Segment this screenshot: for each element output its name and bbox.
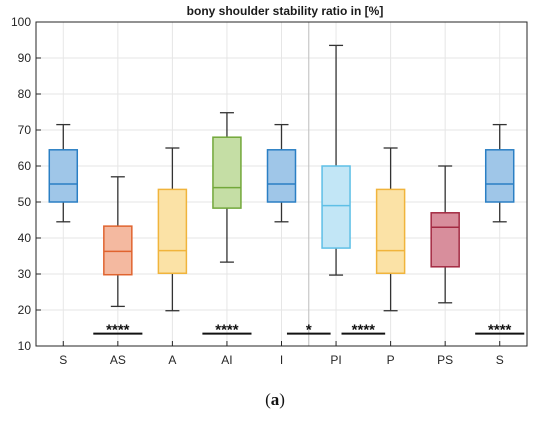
y-tick-label: 60 <box>18 159 32 173</box>
significance-label: **** <box>106 322 130 339</box>
box-ai <box>212 112 242 263</box>
chart-title: bony shoulder stability ratio in [%] <box>187 4 384 18</box>
box-iqr <box>484 149 515 203</box>
x-tick-label: S <box>496 353 504 367</box>
box-iqr <box>430 212 460 268</box>
x-tick-label: PS <box>437 353 453 367</box>
significance-marker: **** <box>475 322 525 339</box>
caption-letter: a <box>270 390 280 409</box>
box-p <box>375 147 406 312</box>
significance-marker: * <box>286 322 331 339</box>
x-tick-label: AI <box>221 353 232 367</box>
significance-marker: **** <box>341 322 386 339</box>
box-iqr <box>48 149 79 203</box>
significance-label: * <box>306 322 312 339</box>
caption-close: ) <box>279 390 285 409</box>
box-iqr <box>157 188 188 275</box>
x-tick-label: P <box>387 353 395 367</box>
significance-label: **** <box>488 322 512 339</box>
x-tick-label: A <box>168 353 176 367</box>
box-pi <box>321 44 351 276</box>
box-iqr <box>266 149 297 203</box>
box-as <box>103 176 133 308</box>
y-tick-label: 30 <box>18 267 32 281</box>
y-axis-ticks: 10 20 30 40 50 60 70 80 90 100 <box>11 15 41 353</box>
y-tick-label: 70 <box>18 123 32 137</box>
significance-marker: **** <box>202 322 252 339</box>
x-axis-ticks: S AS A AI I PI P PS S <box>59 341 504 367</box>
y-tick-label: 90 <box>18 51 32 65</box>
y-tick-label: 50 <box>18 195 32 209</box>
significance-label: **** <box>215 322 239 339</box>
box-i <box>266 123 297 223</box>
box-s <box>48 123 79 223</box>
box-iqr <box>103 225 133 276</box>
significance-markers: **** **** * **** **** <box>93 322 525 339</box>
y-tick-label: 100 <box>11 15 31 29</box>
x-tick-label: AS <box>110 353 126 367</box>
y-tick-label: 80 <box>18 87 32 101</box>
box-ps <box>430 165 460 304</box>
significance-label: **** <box>352 322 376 339</box>
figure-caption: (a) <box>0 390 550 410</box>
significance-marker: **** <box>93 322 143 339</box>
y-tick-label: 20 <box>18 303 32 317</box>
box-iqr <box>375 188 406 275</box>
y-tick-label: 40 <box>18 231 32 245</box>
box-s <box>484 123 515 223</box>
box-iqr <box>212 136 242 209</box>
caption-open: ( <box>265 390 271 409</box>
x-tick-label: S <box>59 353 67 367</box>
boxes <box>48 44 515 312</box>
x-tick-label: PI <box>330 353 341 367</box>
x-tick-label: I <box>280 353 283 367</box>
box-a <box>157 147 188 312</box>
box-iqr <box>321 165 351 249</box>
y-tick-label: 10 <box>18 339 32 353</box>
